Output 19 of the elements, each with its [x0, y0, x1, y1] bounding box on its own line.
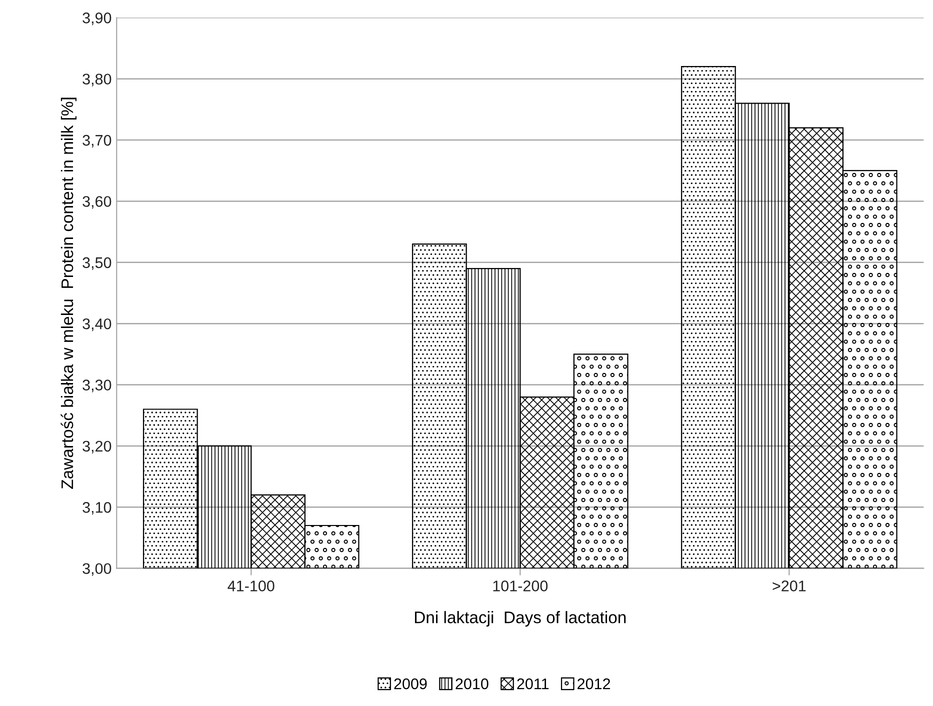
x-axis-title: Dni laktacji Days of lactation	[414, 611, 626, 627]
y-tick-label: 3,70	[82, 134, 112, 148]
legend-label: 2011	[517, 678, 549, 690]
x-tick-label: 101-200	[493, 580, 548, 592]
y-tick-label: 3,30	[82, 380, 112, 392]
legend-label: 2009	[394, 678, 427, 690]
y-tick-label: 3,20	[82, 440, 112, 454]
x-tick-label: 41-100	[228, 580, 274, 592]
y-tick-label: 3,40	[82, 318, 112, 332]
y-tick-label: 3,80	[82, 74, 112, 86]
y-tick-label: 3,10	[82, 502, 112, 515]
y-tick-label: 3,60	[82, 196, 112, 209]
y-tick-label: 3,90	[82, 12, 112, 26]
y-tick-label: 3,50	[82, 257, 112, 270]
y-tick-label: 3,00	[82, 563, 112, 576]
legend-label: 2010	[456, 678, 488, 690]
y-axis-title: Zawartość białka w mleku Protein content in milk [%]	[60, 98, 76, 489]
legend-label: 2012	[578, 678, 610, 690]
x-tick-label: >201	[772, 580, 806, 592]
